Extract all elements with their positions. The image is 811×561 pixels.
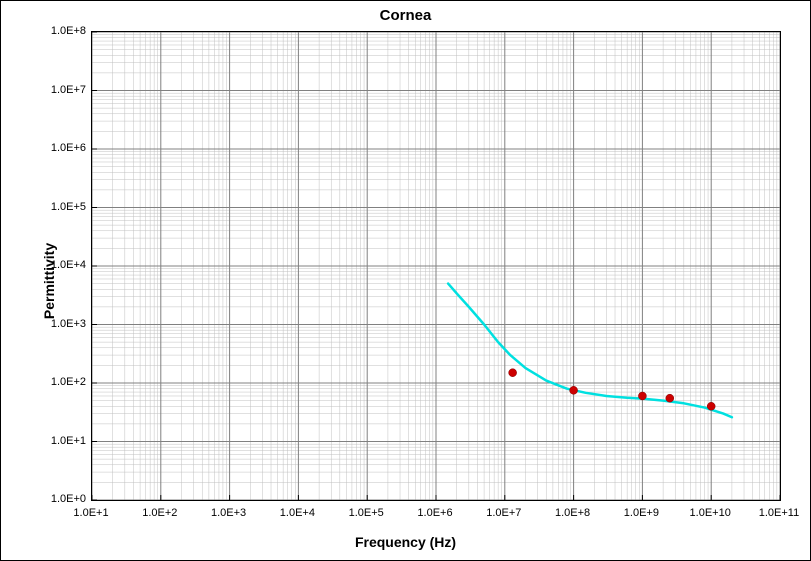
y-tick-label: 1.0E+1 [44, 435, 86, 447]
x-tick-label: 1.0E+6 [417, 507, 452, 519]
y-tick-label: 1.0E+8 [44, 25, 86, 37]
y-tick-label: 1.0E+3 [44, 318, 86, 330]
y-tick-label: 1.0E+0 [44, 493, 86, 505]
y-tick-label: 1.0E+2 [44, 376, 86, 388]
x-tick-label: 1.0E+9 [624, 507, 659, 519]
x-tick-label: 1.0E+4 [280, 507, 315, 519]
x-tick-label: 1.0E+1 [73, 507, 108, 519]
chart-container: Cornea Permittivity Frequency (Hz) 1.0E+… [0, 0, 811, 561]
plot-area [91, 31, 781, 501]
chart-svg [92, 32, 780, 500]
y-tick-label: 1.0E+6 [44, 142, 86, 154]
y-tick-label: 1.0E+5 [44, 201, 86, 213]
x-tick-label: 1.0E+3 [211, 507, 246, 519]
x-tick-label: 1.0E+2 [142, 507, 177, 519]
y-tick-label: 1.0E+4 [44, 259, 86, 271]
x-tick-label: 1.0E+11 [759, 507, 799, 519]
x-tick-label: 1.0E+8 [555, 507, 590, 519]
x-tick-label: 1.0E+5 [349, 507, 384, 519]
chart-title: Cornea [1, 7, 810, 24]
x-tick-label: 1.0E+7 [486, 507, 521, 519]
x-tick-label: 1.0E+10 [690, 507, 731, 519]
y-axis-label: Permittivity [41, 242, 57, 318]
x-axis-label: Frequency (Hz) [1, 534, 810, 550]
y-tick-label: 1.0E+7 [44, 84, 86, 96]
